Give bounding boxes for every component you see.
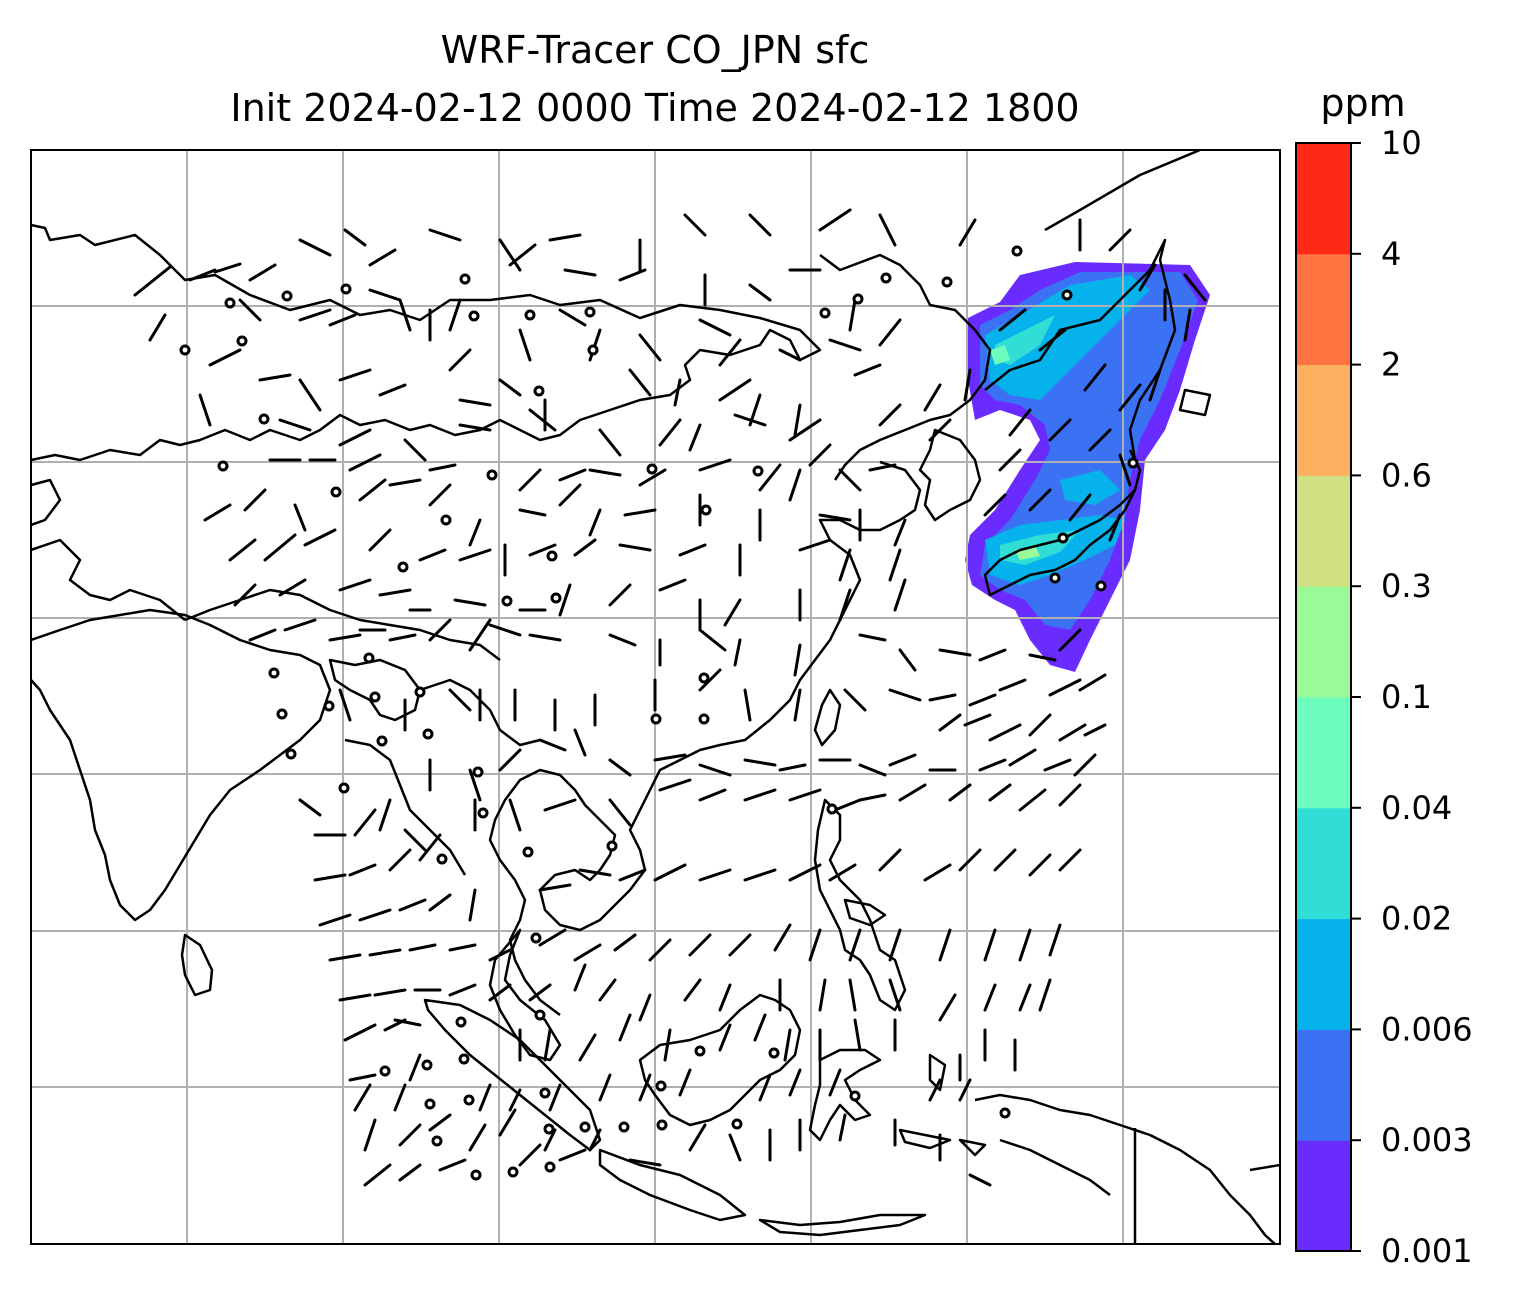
- colorbar-segment: [1296, 143, 1351, 255]
- plot-title-line2: Init 2024-02-12 0000 Time 2024-02-12 180…: [230, 86, 1080, 130]
- plot-title-line1: WRF-Tracer CO_JPN sfc: [440, 28, 870, 72]
- colorbar-unit: ppm: [1320, 81, 1405, 125]
- colorbar-tick-label: 0.1: [1381, 678, 1432, 716]
- colorbar-tick-label: 0.003: [1381, 1121, 1473, 1159]
- colorbar-tick-label: 10: [1381, 124, 1422, 162]
- colorbar-tick-label: 2: [1381, 346, 1401, 384]
- wind-barbs: [133, 208, 1207, 1187]
- colorbar-tick-label: 0.6: [1381, 456, 1432, 494]
- colorbar: 0.001 0.003 0.006 0.02 0.04 0.1 0.3 0.6 2 4 10 ppm: [1295, 81, 1473, 1270]
- map-frame: [30, 149, 1281, 1245]
- colorbar-tick-label: 0.001: [1381, 1232, 1473, 1270]
- colorbar-segment: [1296, 586, 1351, 698]
- colorbar-segment: [1296, 1029, 1351, 1141]
- colorbar-segment: [1296, 364, 1351, 476]
- colorbar-tick-label: 4: [1381, 235, 1401, 273]
- colorbar-segment: [1296, 475, 1351, 587]
- calm-markers: [179, 245, 1139, 1181]
- map-panel: [31, 150, 1280, 1244]
- colorbar-tick-label: 0.3: [1381, 567, 1432, 605]
- colorbar-segment: [1296, 807, 1351, 920]
- colorbar-tick-label: 0.02: [1381, 900, 1452, 938]
- colorbar-segment: [1296, 918, 1351, 1030]
- colorbar-segment: [1296, 253, 1351, 366]
- coastlines: [31, 150, 1280, 1244]
- colorbar-tick-label: 0.006: [1381, 1010, 1473, 1048]
- colorbar-tick-label: 0.04: [1381, 789, 1452, 827]
- colorbar-segment: [1296, 1140, 1351, 1252]
- colorbar-segment: [1296, 697, 1351, 809]
